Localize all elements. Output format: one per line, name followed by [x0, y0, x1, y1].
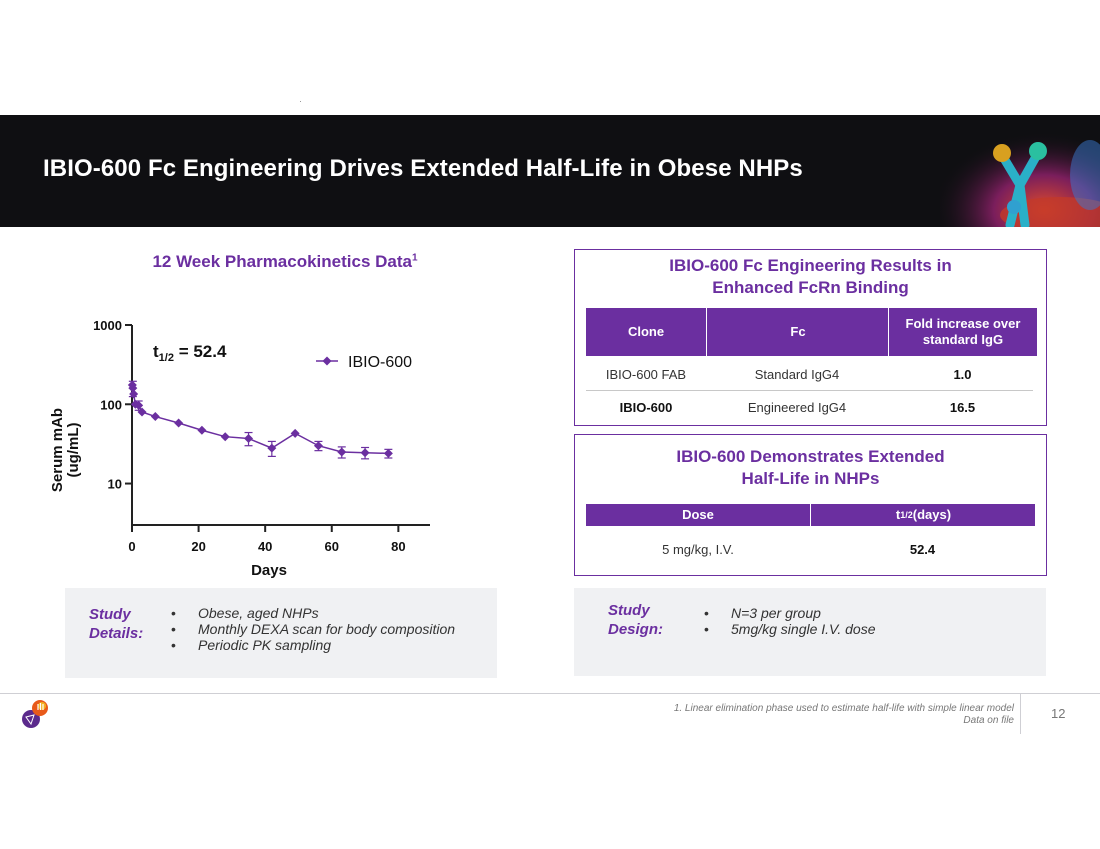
company-logo-icon: [22, 700, 48, 728]
data-point: [134, 400, 144, 410]
half-life-annotation: t1/2 = 52.4: [153, 342, 227, 364]
row-divider: [586, 390, 1033, 391]
data-point: [128, 383, 138, 393]
data-point: [267, 443, 277, 453]
header-clone: Clone: [627, 324, 665, 339]
x-tick-label: 60: [325, 539, 339, 554]
x-tick-label: 20: [191, 539, 205, 554]
data-point: [337, 447, 347, 457]
y-tick-label: 100: [100, 397, 122, 412]
data-point: [137, 407, 147, 417]
study-details-list: Obese, aged NHPs Monthly DEXA scan for b…: [171, 605, 455, 653]
fc-cell: Engineered IgG4: [747, 399, 847, 415]
data-point: [383, 448, 393, 458]
halflife-box-title: IBIO-600 Demonstrates Extended Half-Life…: [676, 447, 945, 488]
fcrn-table-header: Clone Fc Fold increase over standard IgG: [586, 308, 1037, 356]
pk-line-chart: 10 100 1000 0 20 40 60 80 Days Serum mAb(ug/mL) t1…: [49, 318, 430, 579]
header-fold-increase: Fold increase over standard IgG: [888, 308, 1037, 356]
fcrn-binding-box: IBIO-600 Fc Engineering Results in Enhan…: [574, 249, 1047, 426]
chart-title: 12 Week Pharmacokinetics Data1: [152, 252, 418, 271]
page-number: 12: [1051, 706, 1066, 721]
footer-separator: [1020, 694, 1021, 734]
study-details-panel: Study Details: Obese, aged NHPs Monthly …: [65, 588, 497, 678]
y-tick-label: 1000: [93, 318, 122, 333]
fc-cell: Standard IgG4: [754, 366, 840, 382]
list-item: N=3 per group: [704, 605, 875, 621]
data-point: [174, 418, 184, 428]
list-item: Obese, aged NHPs: [171, 605, 455, 621]
antibody-illustration-icon: [940, 115, 1100, 227]
fold-cell: 1.0: [953, 366, 972, 382]
y-tick-label: 10: [108, 477, 122, 492]
data-point: [220, 432, 230, 442]
data-point: [313, 441, 323, 451]
series-line: [131, 384, 389, 455]
legend-marker: [322, 356, 332, 366]
halflife-table-header: Dose t 1/2 (days): [586, 504, 1035, 526]
header-dose: Dose: [682, 507, 714, 522]
x-axis-label: Days: [251, 562, 287, 579]
table-row: IBIO-600 FAB Standard IgG4 1.0: [586, 359, 1037, 389]
clone-cell: IBIO-600: [619, 399, 673, 415]
fcrn-box-title: IBIO-600 Fc Engineering Results in Enhan…: [669, 256, 952, 297]
page-title: IBIO-600 Fc Engineering Drives Extended …: [43, 155, 803, 182]
stray-dot: [300, 101, 301, 102]
dose-cell: 5 mg/kg, I.V.: [662, 541, 734, 557]
x-tick-label: 80: [391, 539, 405, 554]
clone-cell: IBIO-600 FAB: [605, 366, 687, 382]
table-row: 5 mg/kg, I.V. 52.4: [586, 535, 1035, 563]
header-half-life: t 1/2 (days): [810, 504, 1036, 526]
study-design-list: N=3 per group 5mg/kg single I.V. dose: [704, 605, 875, 637]
data-point: [150, 412, 160, 422]
list-item: Monthly DEXA scan for body composition: [171, 621, 455, 637]
footnote: 1. Linear elimination phase used to esti…: [673, 703, 1014, 726]
data-point: [244, 434, 254, 444]
study-design-panel: Study Design: N=3 per group 5mg/kg singl…: [574, 588, 1046, 676]
list-item: 5mg/kg single I.V. dose: [704, 621, 875, 637]
data-point: [197, 425, 207, 435]
x-tick-label: 40: [258, 539, 272, 554]
data-point: [129, 389, 139, 399]
list-item: Periodic PK sampling: [171, 637, 455, 653]
title-banner: IBIO-600 Fc Engineering Drives Extended …: [0, 115, 1100, 227]
data-point: [360, 448, 370, 458]
legend-label: IBIO-600: [348, 354, 412, 371]
x-tick-label: 0: [128, 539, 135, 554]
fold-cell: 16.5: [949, 399, 976, 415]
y-axis-label: Serum mAb(ug/mL): [49, 408, 82, 492]
footer-divider: [0, 693, 1100, 694]
study-details-label: Study Details:: [89, 606, 144, 642]
half-life-cell: 52.4: [909, 541, 936, 557]
table-row: IBIO-600 Engineered IgG4 16.5: [586, 392, 1037, 422]
halflife-box: IBIO-600 Demonstrates Extended Half-Life…: [574, 434, 1047, 576]
header-fc: Fc: [706, 308, 889, 356]
data-point: [290, 428, 300, 438]
study-design-label: Study Design:: [608, 602, 664, 638]
